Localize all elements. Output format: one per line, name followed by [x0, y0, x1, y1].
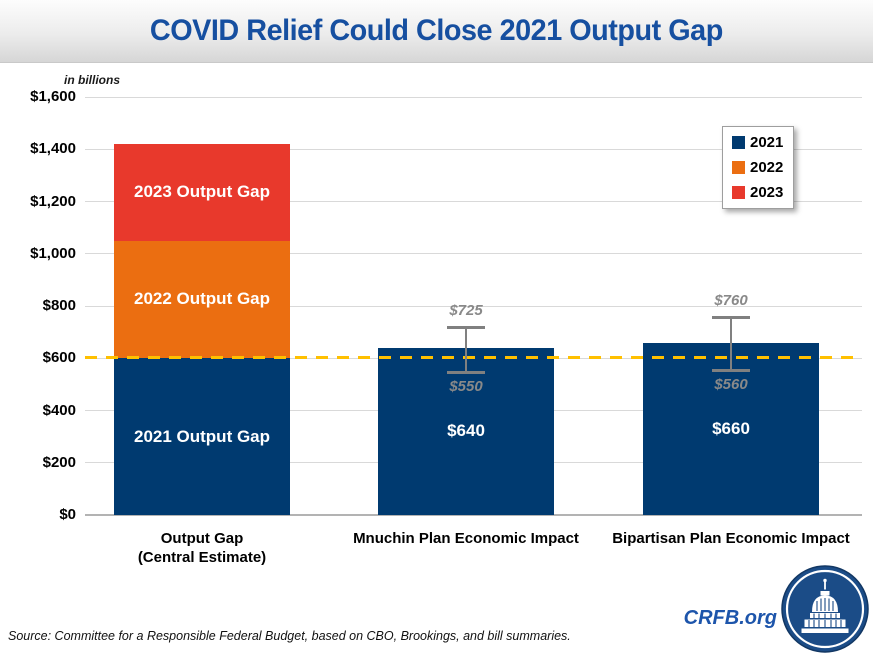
gridline	[85, 201, 862, 202]
y-axis-tick-label: $400	[42, 401, 76, 419]
gridline	[85, 148, 862, 150]
x-axis-category-line: Bipartisan Plan Economic Impact	[612, 530, 850, 547]
y-axis-tick-label: $200	[42, 453, 76, 471]
x-axis-category-line: Output Gap	[160, 530, 244, 547]
bar-value-label: $640	[447, 421, 485, 441]
x-axis-category-label: Output Gap (Central Estimate)	[52, 529, 352, 567]
legend-swatch-2021	[732, 136, 745, 149]
error-bar	[712, 97, 750, 515]
bar-segment-2021: 2021 Output Gap	[114, 358, 290, 515]
plot-area: 2021 Output Gap 2022 Output Gap 2023 Outpu…	[85, 96, 862, 516]
x-axis-category-line: (Central Estimate)	[137, 549, 267, 566]
gridline	[85, 514, 862, 516]
x-axis-category-line: Mnuchin Plan Economic Impact	[353, 530, 579, 547]
legend-label: 2021	[750, 134, 784, 151]
bar-value-label: 2021 Output Gap	[133, 426, 271, 446]
y-axis-tick-label: $1,200	[30, 192, 76, 210]
capitol-dome-icon	[781, 565, 869, 653]
chart-title: COVID Relief Could Close 2021 Output Gap	[150, 14, 723, 47]
bar-segment-2022: 2022 Output Gap	[114, 240, 290, 359]
bar-value-label: 2022 Output Gap	[133, 289, 271, 309]
legend-swatch-2023	[732, 186, 745, 199]
error-bar-stem	[730, 316, 732, 372]
y-axis-tick-label: $1,600	[30, 88, 76, 105]
units-label: in billions	[64, 73, 120, 87]
crfb-link[interactable]: CRFB.org	[683, 607, 777, 629]
target-reference-line	[85, 356, 862, 360]
error-bar	[447, 97, 485, 515]
error-bar-low-label: $560	[714, 375, 748, 393]
error-bar-low-label: $550	[449, 378, 483, 396]
x-axis-category-label: Bipartisan Plan Economic Impact	[581, 529, 873, 548]
legend-label: 2023	[750, 184, 784, 201]
gridline	[85, 96, 862, 98]
y-axis-tick-label: $1,000	[30, 244, 76, 262]
error-bar-stem	[465, 325, 467, 375]
gridline	[85, 253, 862, 255]
legend-label: 2022	[750, 159, 784, 176]
bar-value-label: $660	[712, 418, 750, 438]
bar-segment-2021: $640	[378, 347, 554, 515]
error-bar-high-label: $760	[714, 292, 748, 310]
bar-value-label: 2023 Output Gap	[133, 182, 271, 202]
y-axis-tick-label: $0	[59, 506, 76, 523]
legend-item-2022: 2022	[732, 159, 783, 176]
legend-item-2023: 2023	[732, 184, 783, 201]
gridline	[85, 305, 862, 307]
x-axis-category-label: Mnuchin Plan Economic Impact	[316, 529, 616, 548]
chart-header: COVID Relief Could Close 2021 Output Gap	[0, 0, 873, 63]
source-note: Source: Committee for a Responsible Fede…	[8, 629, 571, 643]
y-axis-tick-label: $600	[42, 349, 76, 367]
legend-swatch-2022	[732, 161, 745, 174]
error-bar-high-label: $725	[449, 301, 483, 319]
bar-segment-2023: 2023 Output Gap	[114, 144, 290, 241]
legend: 2021 2022 2023	[722, 126, 795, 209]
legend-item-2021: 2021	[732, 134, 783, 151]
y-axis-tick-label: $1,400	[30, 140, 76, 158]
y-axis-tick-label: $800	[42, 297, 76, 314]
